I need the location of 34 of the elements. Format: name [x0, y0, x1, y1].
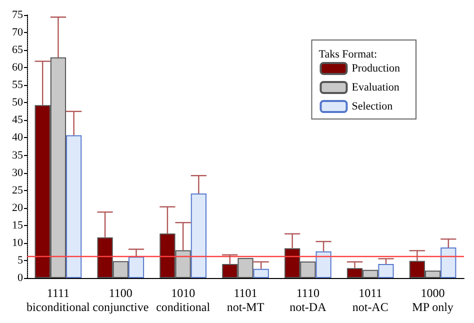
legend-title: Taks Format:	[318, 48, 378, 60]
y-tick-label: 55	[12, 79, 24, 92]
y-tick-label: 60	[12, 62, 24, 74]
y-tick-label: 45	[12, 114, 24, 126]
x-tick-label: 1010 conditional	[156, 286, 211, 314]
bar	[190, 193, 206, 278]
bar	[253, 268, 269, 278]
bar	[66, 135, 82, 278]
x-tick-label: 1011 not-AC	[352, 286, 388, 314]
bar	[440, 247, 456, 278]
bar	[316, 251, 332, 278]
y-tick-label: 65	[12, 44, 24, 56]
x-tick-label: 1000 MP only	[412, 286, 454, 314]
legend-label: Selection	[352, 100, 394, 112]
x-tick-label: 1100 conjunctive	[92, 286, 149, 314]
bar	[128, 256, 144, 278]
x-tick-label: 1111 biconditional	[26, 286, 91, 314]
y-tick-label: 0	[18, 272, 24, 284]
y-tick-label: 70	[12, 26, 24, 39]
y-tick-label: 5	[18, 254, 24, 266]
y-tick-label: 75	[12, 9, 24, 21]
y-tick-label: 30	[12, 166, 24, 179]
y-tick-label: 40	[12, 132, 24, 144]
legend-label: Production	[352, 62, 400, 74]
bar	[378, 264, 394, 278]
y-tick-label: 15	[12, 219, 24, 232]
y-tick-label: 35	[12, 149, 24, 162]
x-tick-label: 1101 not-MT	[226, 286, 265, 314]
y-tick-label: 50	[12, 96, 24, 109]
y-tick-label: 20	[12, 202, 24, 214]
x-tick-label: 1110 not-DA	[290, 286, 327, 314]
legend-label: Evaluation	[352, 82, 400, 94]
y-tick-label: 10	[12, 236, 24, 249]
y-tick-label: 25	[12, 184, 24, 196]
